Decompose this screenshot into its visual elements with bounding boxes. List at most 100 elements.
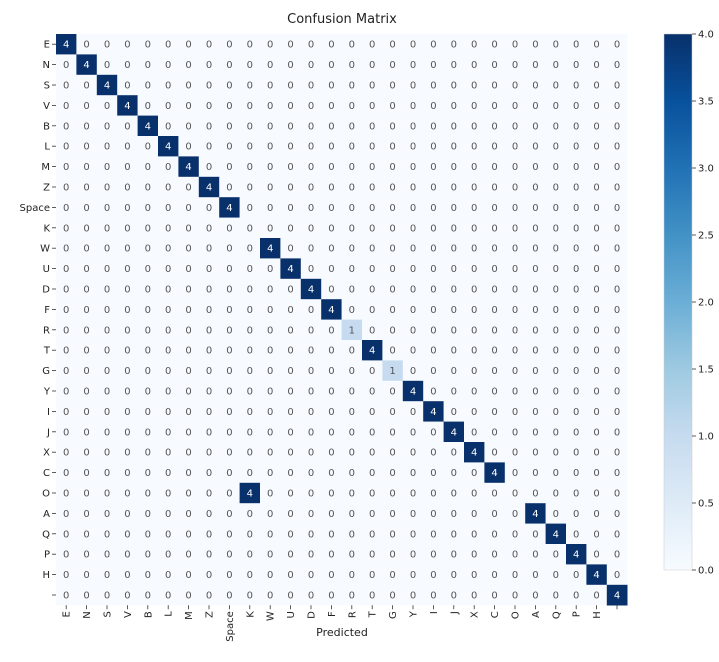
- heatmap-cell: [76, 258, 98, 280]
- heatmap-cell: [158, 197, 179, 218]
- heatmap-cell-value: 0: [226, 60, 232, 71]
- heatmap-cell: [566, 74, 587, 96]
- heatmap-cell: [443, 156, 465, 178]
- heatmap-cell-value: 0: [287, 162, 293, 173]
- heatmap-cell-value: 0: [63, 427, 69, 438]
- heatmap-cell-value: 0: [308, 40, 314, 51]
- heatmap-cell: [566, 95, 587, 116]
- heatmap-cell: [158, 115, 179, 137]
- heatmap-cell-value: 0: [83, 489, 89, 500]
- heatmap-cell: [239, 34, 261, 55]
- heatmap-cell-value: 0: [124, 40, 130, 51]
- heatmap-cell: [321, 176, 342, 198]
- heatmap-cell-value: 0: [430, 81, 436, 92]
- heatmap-cell: [96, 217, 118, 239]
- heatmap-cell-value: 0: [369, 489, 375, 500]
- heatmap-cell: [586, 564, 608, 586]
- heatmap-cell-value: 0: [83, 183, 89, 194]
- heatmap-cell: [362, 34, 383, 55]
- heatmap-cell-value: 0: [226, 489, 232, 500]
- heatmap-cell: [321, 482, 342, 504]
- heatmap-cell: [504, 462, 526, 484]
- heatmap-cell-value: 0: [430, 244, 436, 255]
- heatmap-cell: [219, 299, 240, 320]
- heatmap-cell: [56, 401, 77, 422]
- heatmap-cell-value: 0: [287, 203, 293, 214]
- heatmap-cell: [300, 523, 322, 545]
- heatmap-cell-value: 0: [389, 489, 395, 500]
- heatmap-cell-value: 0: [410, 550, 416, 561]
- heatmap-cell: [382, 462, 404, 484]
- heatmap-cell-value: 0: [614, 101, 620, 112]
- heatmap-cell: [239, 462, 261, 484]
- heatmap-cell: [137, 299, 159, 320]
- heatmap-cell-value: 0: [145, 407, 151, 418]
- heatmap-cell: [198, 176, 220, 198]
- heatmap-cell-value: 0: [104, 468, 110, 479]
- heatmap-cell-value: 0: [532, 570, 538, 581]
- heatmap-cell: [198, 503, 220, 524]
- heatmap-cell-value: 0: [491, 570, 497, 581]
- heatmap-cell: [464, 176, 485, 198]
- heatmap-cell: [117, 176, 138, 198]
- heatmap-cell: [56, 54, 77, 76]
- heatmap-cell: [402, 421, 424, 443]
- heatmap-cell: [402, 564, 424, 586]
- heatmap-cell-value: 0: [226, 162, 232, 173]
- heatmap-cell-value: 0: [247, 264, 253, 275]
- heatmap-cell-value: 0: [451, 223, 457, 234]
- heatmap-cell: [464, 197, 485, 218]
- y-tick-label: P: [44, 550, 50, 561]
- heatmap-cell: [321, 95, 342, 116]
- heatmap-cell-value: 0: [430, 264, 436, 275]
- heatmap-cell-value: 0: [389, 101, 395, 112]
- heatmap-cell-value: 0: [165, 550, 171, 561]
- heatmap-cell: [341, 115, 363, 137]
- heatmap-cell: [239, 319, 261, 341]
- x-tick-label: S: [103, 611, 114, 617]
- heatmap-cell: [198, 136, 220, 157]
- heatmap-cell: [137, 360, 159, 382]
- heatmap-cell-value: 0: [308, 60, 314, 71]
- heatmap-cell: [260, 523, 281, 545]
- heatmap-cell: [239, 584, 261, 606]
- heatmap-cell-value: 0: [349, 223, 355, 234]
- heatmap-cell: [239, 482, 261, 504]
- heatmap-cell-value: 0: [308, 101, 314, 112]
- heatmap-cell-value: 0: [512, 509, 518, 520]
- heatmap-cell-value: 0: [267, 60, 273, 71]
- heatmap-cell-value: 0: [532, 468, 538, 479]
- heatmap-cell: [239, 95, 261, 116]
- heatmap-cell-value: 0: [410, 223, 416, 234]
- heatmap-cell-value: 0: [165, 264, 171, 275]
- heatmap-cell-value: 0: [328, 203, 334, 214]
- heatmap-cell-value: 0: [267, 550, 273, 561]
- heatmap-cell: [219, 584, 240, 606]
- heatmap-cell-value: 0: [430, 509, 436, 520]
- heatmap-cell-value: 0: [287, 366, 293, 377]
- heatmap-cell: [76, 523, 98, 545]
- colorbar-tick-label: 2.0: [698, 298, 714, 309]
- heatmap-cell: [96, 462, 118, 484]
- heatmap-cell: [566, 156, 587, 178]
- heatmap-cell-value: 0: [226, 81, 232, 92]
- heatmap-cell-value: 0: [206, 407, 212, 418]
- heatmap-cell-value: 0: [430, 162, 436, 173]
- heatmap-cell-value: 0: [104, 387, 110, 398]
- heatmap-cell: [545, 217, 567, 239]
- heatmap-cell-value: 0: [593, 162, 599, 173]
- heatmap-cell: [566, 258, 587, 280]
- heatmap-cell: [96, 176, 118, 198]
- heatmap-cell: [321, 156, 342, 178]
- heatmap-cell-value: 0: [532, 183, 538, 194]
- heatmap-cell: [341, 176, 363, 198]
- colorbar-tick-label: 1.5: [698, 365, 714, 376]
- heatmap-cell: [56, 238, 77, 259]
- heatmap-cell: [117, 238, 138, 259]
- heatmap-cell-value: 0: [124, 203, 130, 214]
- heatmap-cell-value: 0: [287, 121, 293, 132]
- heatmap-cell-value: 4: [430, 407, 436, 418]
- heatmap-cell: [504, 156, 526, 178]
- heatmap-cell: [566, 442, 587, 463]
- heatmap-cell: [382, 136, 404, 157]
